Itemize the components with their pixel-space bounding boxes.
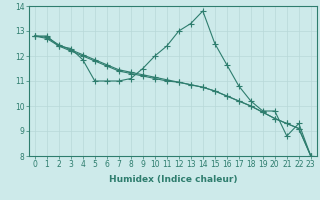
X-axis label: Humidex (Indice chaleur): Humidex (Indice chaleur): [108, 175, 237, 184]
